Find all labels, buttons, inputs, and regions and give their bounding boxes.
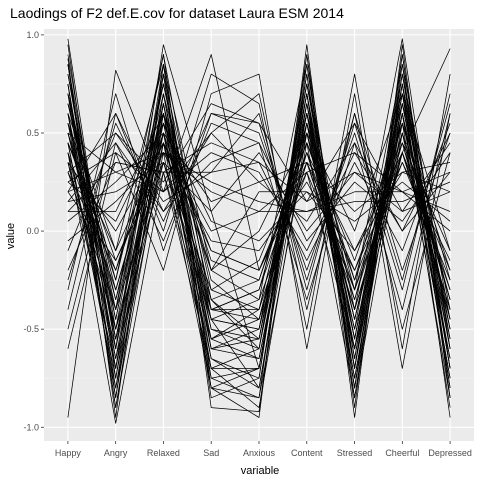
x-tick-label: Stressed (337, 448, 373, 458)
x-tick-label: Depressed (428, 448, 472, 458)
y-tick-label: -1.0 (23, 422, 39, 432)
x-tick-label: Anxious (243, 448, 276, 458)
x-tick-label: Relaxed (147, 448, 180, 458)
series-lines (67, 38, 451, 424)
series-line (67, 44, 451, 379)
series-line (67, 54, 451, 310)
x-tick-label: Sad (203, 448, 219, 458)
series-line (67, 142, 451, 232)
x-tick-label: Angry (104, 448, 128, 458)
series-line (67, 93, 451, 291)
y-axis-ticks: -1.0 -0.5 0.0 0.5 1.0 (23, 30, 44, 432)
chart-title: Laodings of F2 def.E.cov for dataset Lau… (10, 5, 344, 21)
series-line (67, 73, 451, 350)
series-line (67, 93, 451, 340)
series-line (67, 63, 451, 350)
series-line (67, 113, 451, 389)
series-line (67, 103, 451, 281)
x-tick-label: Content (291, 448, 323, 458)
series-line (67, 132, 451, 232)
series-line (67, 73, 451, 369)
series-line (67, 83, 451, 340)
x-axis-title: variable (241, 465, 280, 477)
x-tick-label: Happy (55, 448, 82, 458)
x-tick-label: Cheerful (385, 448, 419, 458)
series-line (67, 162, 451, 212)
y-tick-label: 0.5 (26, 128, 39, 138)
y-tick-label: 0.0 (26, 226, 39, 236)
y-tick-label: 1.0 (26, 30, 39, 40)
series-line (67, 64, 451, 379)
x-axis-ticks: Happy Angry Relaxed Sad Anxious Content Stress… (55, 441, 472, 458)
series-line (67, 63, 451, 408)
y-axis-title: value (5, 223, 17, 249)
series-line (67, 73, 451, 379)
y-tick-label: -0.5 (23, 324, 39, 334)
